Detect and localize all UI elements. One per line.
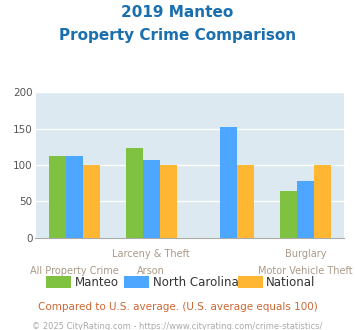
Bar: [49, 156, 66, 238]
Text: © 2025 CityRating.com - https://www.cityrating.com/crime-statistics/: © 2025 CityRating.com - https://www.city…: [32, 322, 323, 330]
Bar: [297, 181, 314, 238]
Text: Property Crime Comparison: Property Crime Comparison: [59, 28, 296, 43]
Bar: [66, 156, 83, 238]
Text: Motor Vehicle Theft: Motor Vehicle Theft: [258, 266, 353, 276]
Text: North Carolina: North Carolina: [153, 276, 239, 289]
Text: Burglary: Burglary: [285, 249, 327, 259]
Bar: [314, 165, 331, 238]
Bar: [280, 191, 297, 238]
Bar: [237, 165, 254, 238]
Text: Compared to U.S. average. (U.S. average equals 100): Compared to U.S. average. (U.S. average …: [38, 302, 317, 312]
Bar: [126, 148, 143, 238]
Bar: [83, 165, 100, 238]
Text: National: National: [266, 276, 316, 289]
Text: All Property Crime: All Property Crime: [30, 266, 119, 276]
Bar: [220, 127, 237, 238]
Bar: [143, 160, 160, 238]
Text: Arson: Arson: [137, 266, 165, 276]
Text: Larceny & Theft: Larceny & Theft: [113, 249, 190, 259]
Text: Manteo: Manteo: [75, 276, 119, 289]
Text: 2019 Manteo: 2019 Manteo: [121, 5, 234, 20]
Bar: [160, 165, 177, 238]
